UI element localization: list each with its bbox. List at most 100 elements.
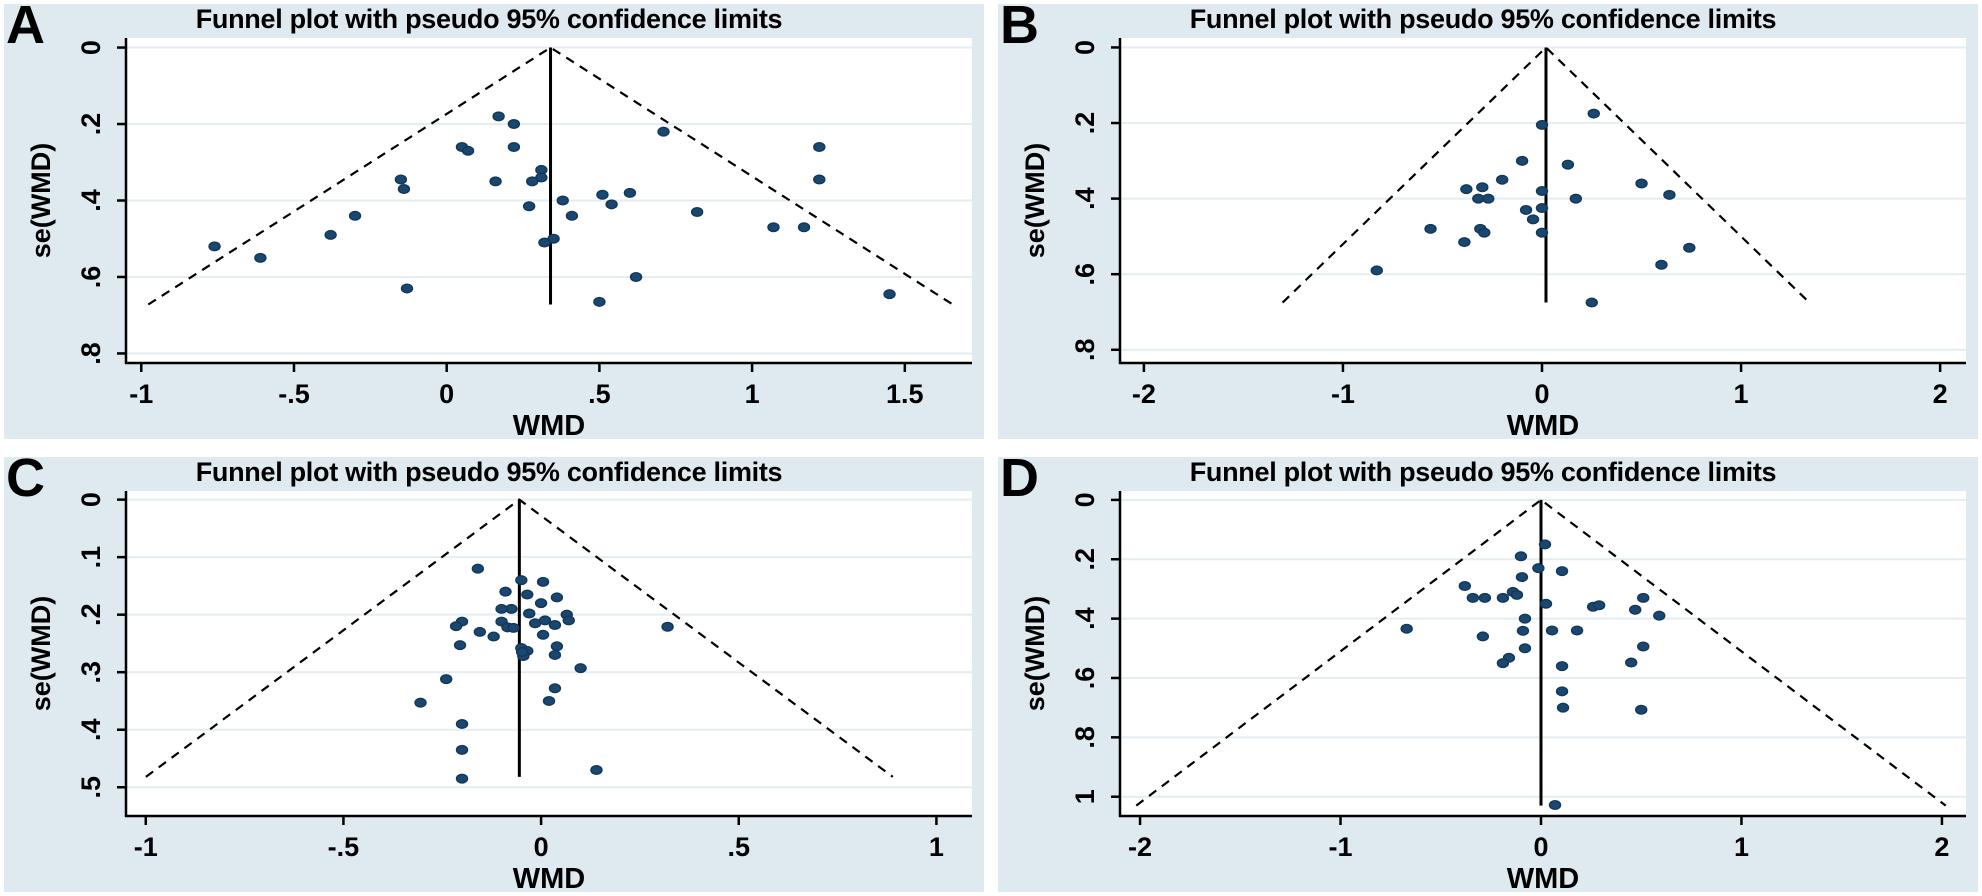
x-axis-title: WMD [513, 410, 585, 439]
x-tick-label: 1 [929, 832, 944, 862]
x-tick-label: -2 [1128, 832, 1152, 862]
chart-title: Funnel plot with pseudo 95% confidence l… [196, 4, 783, 34]
y-tick-label: .3 [76, 661, 106, 684]
data-point [455, 744, 469, 755]
data-point [1496, 658, 1510, 669]
data-point [453, 640, 467, 651]
y-tick-label: .2 [76, 113, 106, 136]
data-point [690, 206, 704, 217]
panel-c: C -1 -.5 0 .5 1 0 .1 .2 .3 .4 .5 Funnel plot with p… [4, 448, 984, 892]
data-point [883, 289, 896, 300]
data-point [1526, 214, 1540, 225]
data-point [556, 195, 569, 206]
data-point [1555, 566, 1569, 577]
data-point [548, 649, 562, 660]
x-tick-label: 0 [1533, 832, 1548, 862]
x-tick-label: -.5 [328, 832, 360, 862]
data-point [574, 663, 587, 674]
data-point [534, 598, 548, 609]
data-point [548, 683, 562, 694]
x-tick-label: .5 [588, 379, 611, 409]
y-tick-label: 0 [1070, 40, 1100, 55]
data-point [515, 647, 529, 658]
y-axis-title: se(WMD) [1020, 143, 1050, 259]
pseudo-confidence-limit-lines [1281, 45, 1811, 304]
chart-title: Funnel plot with pseudo 95% confidence l… [1190, 4, 1777, 34]
data-point [1535, 119, 1549, 130]
y-axis-title: se(WMD) [1020, 596, 1050, 712]
plot-area [1120, 38, 1966, 363]
data-point [548, 620, 562, 631]
data-point [1476, 182, 1489, 193]
data-point [1460, 184, 1473, 195]
panel-a: A -1 -.5 0 .5 1 1.5 0 .2 .4 .6 .8 Funnel plot with … [4, 0, 984, 439]
data-point [1556, 702, 1570, 713]
data-point [590, 764, 603, 775]
y-tick-label: 0 [1070, 492, 1100, 507]
data-point [1476, 631, 1490, 642]
data-point [526, 176, 539, 187]
data-point [489, 176, 502, 187]
data-point [487, 631, 500, 642]
funnel-chart-a: -1 -.5 0 .5 1 1.5 0 .2 .4 .6 .8 Funnel plot with ps… [4, 4, 984, 439]
data-point [550, 641, 564, 652]
data-point [657, 126, 670, 137]
data-point [1545, 625, 1559, 636]
panel-d: D -2 -1 0 1 2 0 .2 .4 .6 .8 1 Funnel plot with pseu… [998, 448, 1978, 892]
data-point [507, 622, 520, 633]
data-point [473, 626, 487, 637]
data-point [1569, 193, 1583, 204]
panel-label-d: D [1000, 448, 1039, 508]
data-point [1561, 159, 1575, 170]
data-point [455, 718, 469, 729]
y-tick-label: .4 [1070, 607, 1100, 630]
data-point [1514, 551, 1528, 562]
y-tick-label: .1 [76, 546, 106, 569]
data-point [538, 237, 551, 248]
x-tick-label: 0 [439, 379, 454, 409]
data-point [596, 189, 609, 200]
funnel-chart-b: -2 -1 0 1 2 0 .2 .4 .6 .8 Funnel plot with pseudo … [998, 4, 1978, 439]
data-point [1548, 800, 1562, 811]
y-tick-label: .8 [1070, 339, 1100, 362]
data-point [1466, 592, 1480, 603]
x-tick-label: -1 [129, 379, 153, 409]
data-point [536, 629, 550, 640]
funnel-chart-c: -1 -.5 0 .5 1 0 .1 .2 .3 .4 .5 Funnel plot with pse… [4, 457, 984, 892]
data-point [1663, 189, 1676, 200]
panel-label-a: A [6, 0, 45, 55]
data-point [324, 229, 337, 240]
data-point [461, 145, 475, 156]
data-point [1518, 613, 1532, 624]
y-tick-label: .4 [1070, 187, 1100, 210]
x-tick-label: 0 [534, 832, 549, 862]
data-point [1555, 661, 1569, 672]
y-tick-label: .2 [1070, 112, 1100, 135]
y-tick-label: .5 [76, 776, 106, 799]
data-point [1592, 600, 1606, 611]
x-tick-label: 0 [1534, 379, 1549, 409]
x-tick-label: 1.5 [886, 379, 924, 409]
data-point [1516, 625, 1530, 636]
data-point [1635, 704, 1648, 715]
y-axis-title: se(WMD) [26, 143, 56, 259]
data-point [593, 296, 606, 307]
data-point [1478, 227, 1491, 238]
data-point [1458, 237, 1471, 248]
data-point [507, 141, 521, 152]
x-tick-label: -1 [1331, 379, 1355, 409]
y-tick-label: 1 [1070, 789, 1100, 804]
data-point [1539, 598, 1553, 609]
data-point [562, 615, 575, 626]
data-point [813, 141, 826, 152]
data-point [523, 608, 536, 619]
data-point [522, 201, 536, 212]
data-point [629, 271, 643, 282]
data-point [1518, 643, 1532, 654]
x-tick-label: 2 [1934, 832, 1949, 862]
data-point [1495, 174, 1509, 185]
x-axis-title: WMD [1507, 410, 1579, 439]
data-point [550, 592, 564, 603]
data-point [400, 283, 414, 294]
